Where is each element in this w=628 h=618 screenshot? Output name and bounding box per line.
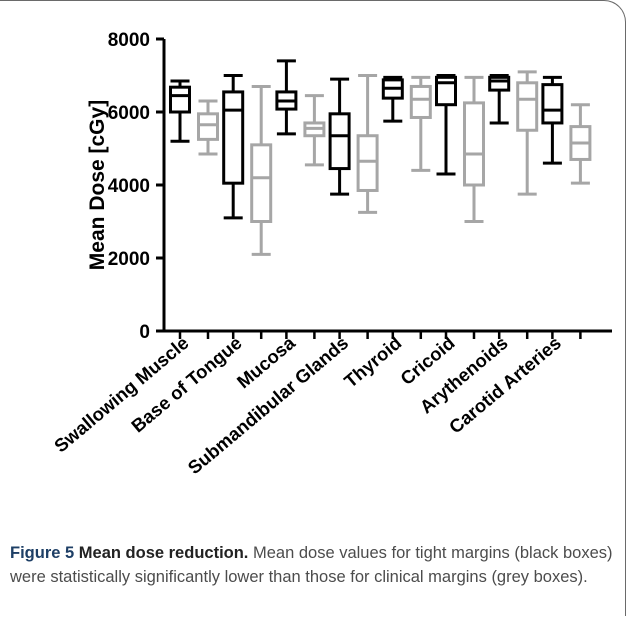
- box-tight: [488, 74, 511, 125]
- y-tick-label: 2000: [108, 249, 150, 270]
- y-axis-label: Mean Dose [cGy]: [86, 100, 109, 270]
- box-tight: [222, 74, 245, 220]
- box-clinical: [463, 75, 485, 223]
- y-tick-label: 6000: [108, 103, 150, 124]
- box-tight: [169, 79, 191, 143]
- box-tight: [328, 77, 351, 196]
- iqr-box: [516, 81, 539, 132]
- caption-title: Mean dose reduction.: [78, 544, 249, 562]
- box-clinical: [516, 70, 539, 196]
- iqr-box: [169, 85, 191, 114]
- y-axis-ticks: 0 2000 4000 6000 8000: [108, 30, 164, 343]
- x-axis-ticks: [178, 331, 582, 339]
- box-clinical: [197, 99, 219, 156]
- iqr-box: [328, 112, 351, 171]
- box-tight: [381, 75, 404, 123]
- y-tick-label: 8000: [108, 30, 150, 51]
- iqr-box: [250, 143, 273, 224]
- x-category-label: Thyroid: [340, 332, 405, 392]
- iqr-box: [197, 112, 219, 141]
- box-series: [169, 59, 592, 256]
- box-clinical: [250, 84, 273, 256]
- box-clinical: [569, 103, 592, 185]
- iqr-box: [541, 83, 564, 125]
- iqr-box: [222, 90, 245, 185]
- iqr-box: [409, 84, 432, 119]
- boxplot-chart: 0 2000 4000 6000 8000 Swallowing MuscleBase …: [50, 30, 612, 479]
- caption-text: Mean dose values for tight margins (blac…: [10, 544, 613, 586]
- box-tight: [275, 59, 298, 136]
- box-clinical: [356, 74, 379, 214]
- iqr-box: [356, 134, 379, 192]
- box-tight: [541, 75, 564, 165]
- box-clinical: [303, 94, 326, 167]
- y-tick-label: 0: [139, 322, 150, 343]
- caption-figure-number: Figure 5: [10, 544, 75, 562]
- y-tick-label: 4000: [108, 176, 150, 197]
- box-clinical: [409, 75, 432, 172]
- box-tight: [435, 74, 457, 176]
- iqr-box: [488, 75, 511, 92]
- iqr-box: [463, 101, 485, 187]
- figure-caption: Figure 5 Mean dose reduction. Mean dose …: [10, 541, 615, 589]
